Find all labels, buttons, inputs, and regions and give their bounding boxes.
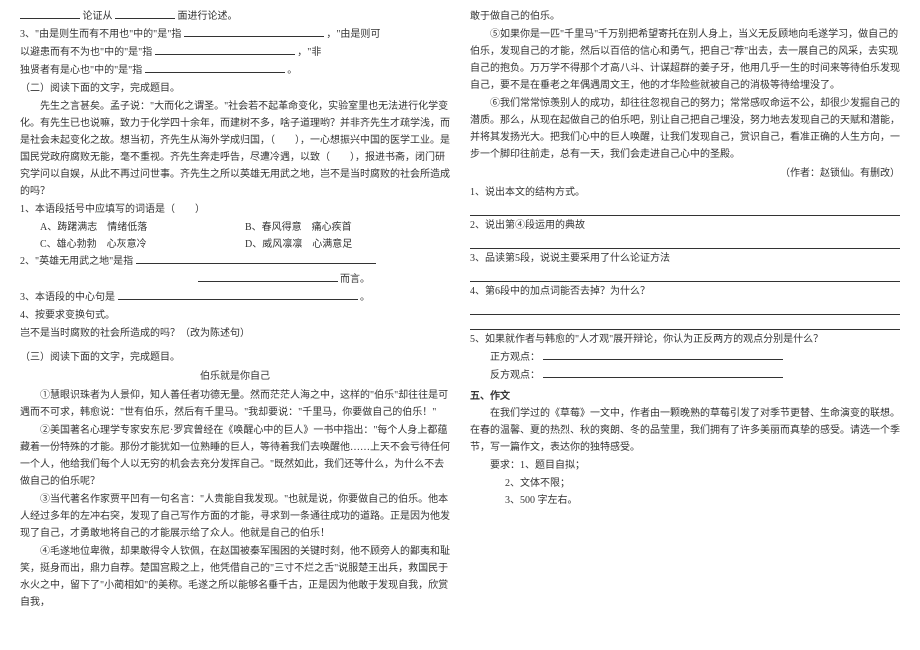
q2-4: 4、按要求变换句式。 <box>20 307 450 324</box>
author-credit: （作者：赵锁仙。有删改） <box>470 165 900 182</box>
req-1: 要求：1、题目自拟； <box>470 457 900 474</box>
left-column: 论证从 面进行论述。 3、"由是则生而有不用也"中的"是"指 ，"由是则可 以避… <box>14 8 460 642</box>
right-column: 敢于做自己的伯乐。 ⑤如果你是一匹"千里马"千万别把希望寄托在别人身上，当义无反… <box>460 8 906 642</box>
p3-4b: 敢于做自己的伯乐。 <box>470 8 900 25</box>
req-3: 3、500 字左右。 <box>470 492 900 509</box>
blank <box>184 36 324 37</box>
q2-2b: 而言。 <box>20 271 450 288</box>
section-2-heading: （二）阅读下面的文字，完成题目。 <box>20 80 450 97</box>
q2-1: 1、本语段括号中应填写的词语是（ ） <box>20 201 450 218</box>
blank <box>543 359 783 360</box>
p3-2: ②美国著名心理学专家安东尼·罗宾曾经在《唤醒心中的巨人》一书中指出："每个人身上… <box>20 422 450 490</box>
p3-1: ①慧眼识珠者为人景仰，知人善任者功德无量。然而茫茫人海之中，这样的"伯乐"却往往… <box>20 387 450 421</box>
text: 论证从 <box>83 11 113 22</box>
blank <box>145 72 285 73</box>
section-5-heading: 五、作文 <box>470 388 900 405</box>
q2-4a: 岂不是当时腐败的社会所造成的吗？（改为陈述句） <box>20 325 450 342</box>
text: 3、本语段的中心句是 <box>20 292 115 303</box>
answer-line <box>470 268 900 282</box>
q2-2: 2、"英雄无用武之地"是指 <box>20 253 450 270</box>
answer-line <box>470 301 900 315</box>
q5-1: 1、说出本文的结构方式。 <box>470 184 900 201</box>
passage-3-title: 伯乐就是你自己 <box>20 368 450 385</box>
text: 面进行论述。 <box>178 11 238 22</box>
blank <box>20 18 80 19</box>
neg-view: 反方观点： <box>470 367 900 384</box>
label: 正方观点： <box>490 352 540 363</box>
q2-3: 3、本语段的中心句是 。 <box>20 289 450 306</box>
blank <box>543 377 783 378</box>
zuowen-prompt: 在我们学过的《草莓》一文中，作者由一颗晚熟的草莓引发了对季节更替、生命演变的联想… <box>470 405 900 456</box>
q5-4: 4、第6段中的加点词能否去掉？为什么？ <box>470 283 900 300</box>
text: 独贤者有是心也"中的"是"指 <box>20 65 142 76</box>
text: ，"由是则可 <box>326 29 380 40</box>
blank <box>136 263 376 264</box>
p3-6: ⑥我们常常惊羡别人的成功，却往往忽视自己的努力；常常感叹命运不公，却很少发掘自己… <box>470 95 900 163</box>
q5-3: 3、品读第5段，说说主要采用了什么论证方法 <box>470 250 900 267</box>
blank <box>118 299 358 300</box>
opt-d: D、威风凛凛 心满意足 <box>245 236 450 253</box>
blank <box>155 54 295 55</box>
q5-5: 5、如果就作者与韩愈的"人才观"展开辩论，你认为正反两方的观点分别是什么？ <box>470 331 900 348</box>
pos-view: 正方观点： <box>470 349 900 366</box>
text: 而言。 <box>340 274 370 285</box>
p3-5: ⑤如果你是一匹"千里马"千万别把希望寄托在别人身上，当义无反顾地向毛遂学习，做自… <box>470 26 900 94</box>
text: 。 <box>360 292 370 303</box>
opt-b: B、春风得意 痛心疾首 <box>245 219 450 236</box>
text: 3、"由是则生而有不用也"中的"是"指 <box>20 29 181 40</box>
answer-line <box>470 235 900 249</box>
label: 反方观点： <box>490 370 540 381</box>
opt-a: A、踌躇满志 情绪低落 <box>40 219 245 236</box>
text: 以避患而有不为也"中的"是"指 <box>20 47 152 58</box>
req-2: 2、文体不限； <box>470 475 900 492</box>
text: 2、"英雄无用武之地"是指 <box>20 256 133 267</box>
answer-line <box>470 202 900 216</box>
p3-4: ④毛遂地位卑微，却果敢得令人钦佩，在赵国被秦军围困的关键时刻，他不顾旁人的鄙夷和… <box>20 543 450 611</box>
q-lunzheng: 论证从 面进行论述。 <box>20 8 450 25</box>
text: 。 <box>287 65 297 76</box>
answer-line <box>470 316 900 330</box>
q2-1-options: A、踌躇满志 情绪低落 B、春风得意 痛心疾首 C、雄心勃勃 心灰意冷 D、威风… <box>20 219 450 253</box>
text: ，"非 <box>297 47 321 58</box>
q3-line1: 3、"由是则生而有不用也"中的"是"指 ，"由是则可 <box>20 26 450 43</box>
opt-c: C、雄心勃勃 心灰意冷 <box>40 236 245 253</box>
q3-line3: 独贤者有是心也"中的"是"指 。 <box>20 62 450 79</box>
blank <box>115 18 175 19</box>
p3-3: ③当代著名作家贾平凹有一句名言："人贵能自我发现。"也就是说，你要做自己的伯乐。… <box>20 491 450 542</box>
section-3-heading: （三）阅读下面的文字，完成题目。 <box>20 349 450 366</box>
q3-line2: 以避患而有不为也"中的"是"指 ，"非 <box>20 44 450 61</box>
passage-2: 先生之言甚矣。孟子说："大而化之谓圣。"社会若不起革命变化，实验室里也无法进行化… <box>20 98 450 200</box>
q5-2: 2、说出第④段运用的典故 <box>470 217 900 234</box>
blank <box>198 281 338 282</box>
